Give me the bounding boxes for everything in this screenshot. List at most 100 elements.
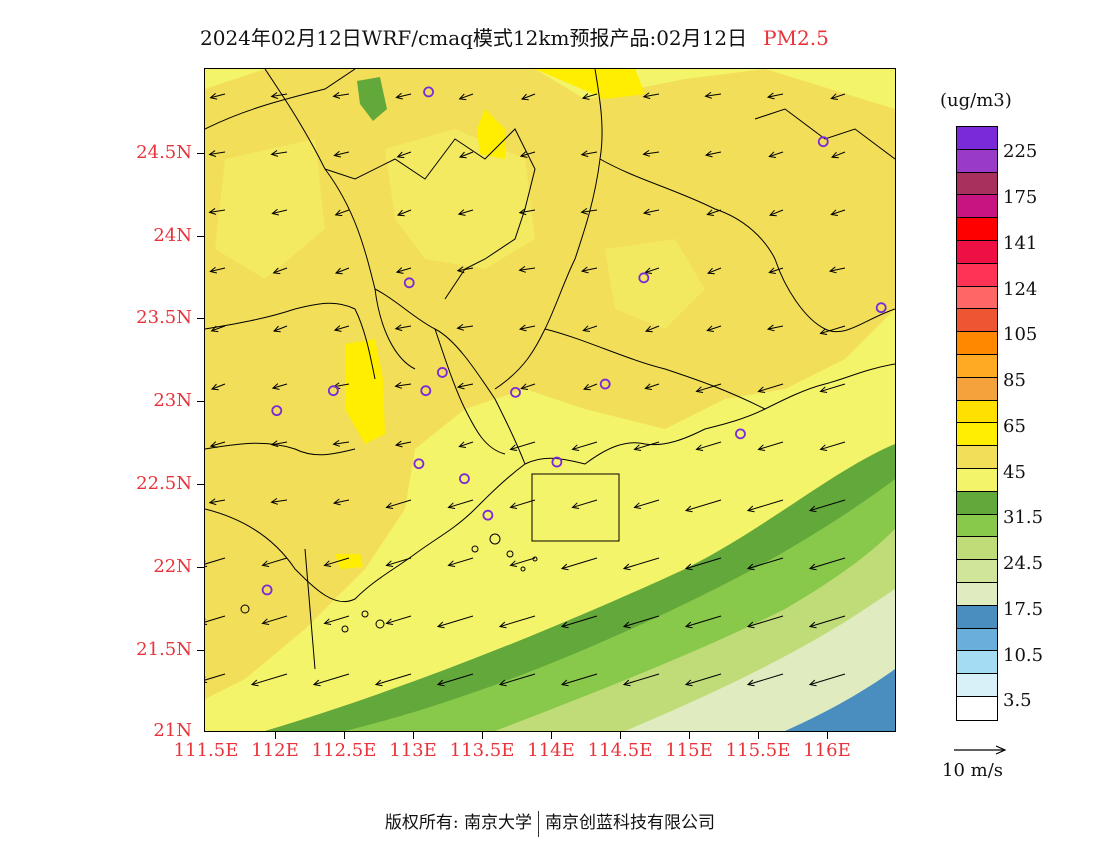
- wind-arrow: [831, 209, 846, 216]
- station-marker: [735, 428, 746, 440]
- x-tick-mark: [689, 731, 690, 739]
- wind-arrow-head: [706, 325, 714, 332]
- border-line-5: [494, 69, 603, 390]
- wind-arrow: [333, 499, 350, 504]
- colorbar-unit: (ug/m3): [940, 90, 1012, 111]
- wind-vectors: [205, 91, 846, 687]
- wind-arrow-head: [456, 382, 465, 390]
- x-tick-label: 111.5E: [173, 740, 239, 761]
- wind-arrow: [271, 441, 288, 446]
- wind-arrow: [685, 615, 722, 628]
- wind-arrow: [510, 557, 536, 566]
- wind-arrow-head: [458, 151, 467, 159]
- colorbar-cell: [957, 537, 997, 561]
- wind-arrow-head: [250, 679, 259, 687]
- colorbar-cell: [957, 651, 997, 675]
- wind-arrow: [809, 615, 846, 628]
- colorbar-cell: [957, 423, 997, 447]
- colorbar-cell: [957, 218, 997, 241]
- wind-arrow: [696, 441, 722, 450]
- wind-arrow: [758, 383, 784, 392]
- wind-arrow: [386, 499, 412, 508]
- field-inland-high: [205, 69, 895, 699]
- y-tick-label: 22.5N: [136, 473, 192, 494]
- wind-arrow-head: [622, 679, 631, 687]
- wind-arrow: [211, 383, 226, 390]
- wind-arrow-head: [808, 505, 817, 513]
- border-line-6: [599, 158, 895, 333]
- wind-arrow: [272, 383, 288, 389]
- wind-arrow-head: [684, 621, 693, 629]
- wind-arrow-head: [766, 92, 775, 100]
- station-marker: [403, 277, 415, 289]
- wind-arrow: [499, 615, 536, 628]
- wind-arrow-head: [519, 151, 528, 158]
- wind-arrow-head: [333, 150, 341, 158]
- wind-arrow-head: [520, 383, 529, 390]
- wind-arrow-head: [270, 150, 279, 157]
- wind-arrow: [271, 93, 288, 97]
- wind-arrow-head: [580, 266, 589, 274]
- wind-arrow-head: [394, 440, 403, 448]
- wind-arrow-head: [704, 91, 713, 99]
- wind-arrow: [685, 673, 722, 686]
- wind-arrow: [520, 151, 536, 157]
- wind-arrow: [769, 209, 784, 216]
- colorbar-label: 85: [1003, 370, 1026, 391]
- wind-arrow: [386, 615, 412, 624]
- wind-arrow-head: [571, 502, 580, 510]
- colorbar-label: 45: [1003, 462, 1026, 483]
- wind-arrow: [809, 557, 846, 570]
- x-tick-mark: [482, 731, 483, 739]
- wind-arrow-head: [272, 267, 281, 275]
- wind-arrow-head: [396, 209, 405, 217]
- wind-arrow-head: [819, 328, 828, 336]
- wind-arrow-head: [458, 93, 467, 101]
- border-line-4: [374, 288, 526, 465]
- colorbar-cell: [957, 240, 997, 264]
- colorbar-cell: [957, 582, 997, 606]
- colorbar-label: 31.5: [1003, 507, 1044, 528]
- station-marker: [423, 86, 434, 98]
- wind-arrow-head: [518, 324, 527, 332]
- wind-arrow-head: [704, 150, 713, 158]
- wind-arrow-head: [622, 621, 631, 629]
- wind-arrow-head: [208, 150, 217, 157]
- colorbar-label: 3.5: [1003, 690, 1032, 711]
- field-green-patch: [357, 77, 387, 121]
- x-tick-label: 115.5E: [725, 740, 791, 761]
- wind-arrow: [324, 557, 350, 566]
- wind-arrow-head: [642, 149, 651, 157]
- wind-arrow: [820, 441, 846, 450]
- wind-arrow-head: [498, 621, 507, 629]
- wind-arrow: [747, 499, 784, 512]
- colorbar-cell: [957, 446, 997, 469]
- wind-arrow: [271, 151, 288, 155]
- wind-arrow: [623, 673, 660, 686]
- wind-arrow-head: [208, 208, 217, 215]
- wind-arrow: [581, 151, 598, 156]
- wind-arrow-head: [808, 621, 817, 629]
- wind-arrow-head: [458, 441, 467, 448]
- colorbar-cell: [957, 514, 997, 538]
- wind-arrow: [271, 499, 288, 503]
- field-patch-2: [215, 139, 325, 279]
- wind-arrow-head: [209, 441, 218, 448]
- colorbar-cell: [957, 332, 997, 355]
- wind-arrow: [705, 151, 722, 156]
- concentration-map: [205, 69, 895, 731]
- wind-arrow-head: [746, 505, 755, 513]
- wind-arrow: [209, 209, 226, 213]
- wind-arrow-head: [707, 267, 715, 275]
- band-3-10: [785, 669, 895, 731]
- wind-arrow-head: [270, 497, 279, 505]
- wind-arrow-head: [332, 439, 341, 447]
- wind-arrow-head: [385, 618, 394, 626]
- wind-arrow: [395, 325, 412, 330]
- wind-arrow: [437, 673, 474, 686]
- wind-arrow-head: [209, 92, 218, 100]
- footer: 版权所有: 南京大学 南京创蓝科技有限公司: [0, 808, 1100, 837]
- footer-company: 南京创蓝科技有限公司: [545, 813, 716, 833]
- wind-arrow-head: [509, 502, 518, 510]
- colorbar-label: 17.5: [1003, 599, 1044, 620]
